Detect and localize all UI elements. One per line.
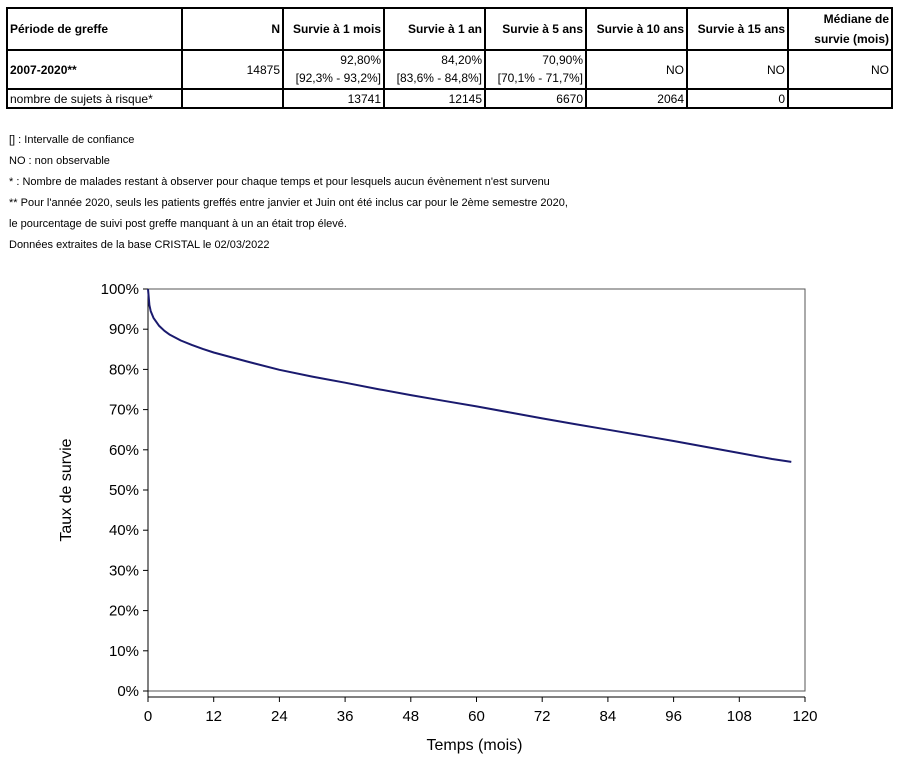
x-tick-label: 120 — [792, 708, 817, 725]
table-row: 2007-2020** 14875 92,80% [92,3% - 93,2%]… — [6, 49, 893, 90]
cell-risk-15-ans: 0 — [686, 88, 789, 109]
note-annee-2020: ** Pour l'année 2020, seuls les patients… — [9, 197, 568, 209]
y-tick-label: 80% — [109, 361, 139, 378]
value-survie-1-an: 84,20% — [441, 53, 482, 67]
x-tick-label: 108 — [727, 708, 752, 725]
ci-survie-5-ans: [70,1% - 71,7%] — [497, 71, 583, 85]
y-tick-label: 70% — [109, 402, 139, 419]
cell-survie-10-ans: NO — [585, 49, 688, 90]
cell-period: 2007-2020** — [6, 49, 183, 90]
x-tick-label: 12 — [205, 708, 222, 725]
x-tick-label: 0 — [144, 708, 152, 725]
x-tick-label: 72 — [534, 708, 551, 725]
y-tick-label: 40% — [109, 522, 139, 539]
value-survie-5-ans: 70,90% — [542, 53, 583, 67]
header-mediane-line2: survie (mois) — [814, 32, 889, 46]
x-tick-label: 84 — [600, 708, 617, 725]
header-mediane: Médiane de survie (mois) — [787, 7, 893, 51]
survival-chart: 0% 10% 20% 30% 40% 50% 60% 70% 80% 90% 100% 0 12 24 36… — [58, 281, 818, 754]
header-survie-1-mois: Survie à 1 mois — [282, 7, 385, 51]
cell-mediane: NO — [787, 49, 893, 90]
x-tick-label: 24 — [271, 708, 288, 725]
x-tick-label: 96 — [665, 708, 682, 725]
value-survie-1-mois: 92,80% — [340, 53, 381, 67]
header-survie-1-an: Survie à 1 an — [383, 7, 486, 51]
header-survie-15-ans: Survie à 15 ans — [686, 7, 789, 51]
cell-risk-n — [181, 88, 284, 109]
y-tick-label: 10% — [109, 643, 139, 660]
header-mediane-line1: Médiane de — [823, 12, 889, 26]
note-suivi-manquant: le pourcentage de suivi post greffe manq… — [9, 218, 347, 230]
cell-survie-15-ans: NO — [686, 49, 789, 90]
y-tick-label: 60% — [109, 442, 139, 459]
cell-survie-1-an: 84,20% [83,6% - 84,8%] — [383, 49, 486, 90]
note-non-observable: NO : non observable — [9, 155, 110, 167]
y-tick-label: 0% — [117, 683, 139, 700]
y-tick-label: 20% — [109, 603, 139, 620]
table-row: nombre de sujets à risque* 13741 12145 6… — [6, 88, 893, 109]
header-survie-10-ans: Survie à 10 ans — [585, 7, 688, 51]
x-tick-label: 48 — [402, 708, 419, 725]
x-axis-title: Temps (mois) — [426, 737, 522, 754]
cell-survie-5-ans: 70,90% [70,1% - 71,7%] — [484, 49, 587, 90]
cell-n: 14875 — [181, 49, 284, 90]
y-tick-label: 50% — [109, 482, 139, 499]
note-intervalle: [] : Intervalle de confiance — [9, 134, 135, 146]
note-source-cristal: Données extraites de la base CRISTAL le … — [9, 239, 270, 251]
plot-frame — [147, 288, 806, 692]
cell-risk-5-ans: 6670 — [484, 88, 587, 109]
y-tick-label: 90% — [109, 321, 139, 338]
footnotes: [] : Intervalle de confiance NO : non ob… — [9, 132, 568, 258]
header-periode: Période de greffe — [6, 7, 183, 51]
survival-table: Période de greffe N Survie à 1 mois Surv… — [6, 7, 893, 109]
ci-survie-1-an: [83,6% - 84,8%] — [396, 71, 482, 85]
cell-risk-1-an: 12145 — [383, 88, 486, 109]
note-sujets-risque: * : Nombre de malades restant à observer… — [9, 176, 550, 188]
y-tick-label: 100% — [101, 281, 139, 298]
cell-survie-1-mois: 92,80% [92,3% - 93,2%] — [282, 49, 385, 90]
header-n: N — [181, 7, 284, 51]
cell-risk-10-ans: 2064 — [585, 88, 688, 109]
header-survie-5-ans: Survie à 5 ans — [484, 7, 587, 51]
ci-survie-1-mois: [92,3% - 93,2%] — [295, 71, 381, 85]
cell-risk-mediane — [787, 88, 893, 109]
cell-risk-label: nombre de sujets à risque* — [6, 88, 183, 109]
x-tick-label: 60 — [468, 708, 485, 725]
cell-risk-1-mois: 13741 — [282, 88, 385, 109]
y-tick-label: 30% — [109, 562, 139, 579]
x-tick-label: 36 — [337, 708, 354, 725]
survival-curve-line — [147, 288, 792, 463]
y-axis-title: Taux de survie — [58, 438, 75, 541]
